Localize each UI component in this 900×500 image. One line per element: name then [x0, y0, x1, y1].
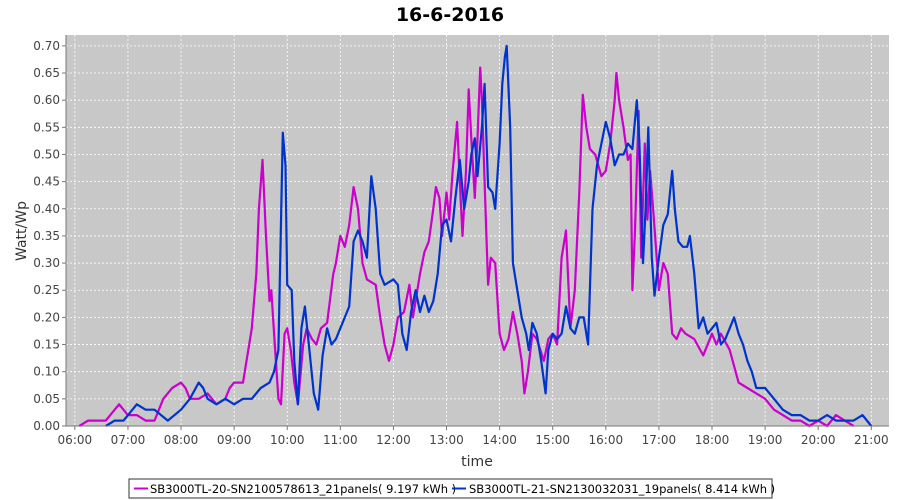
series-line-1 — [78, 66, 855, 428]
y-tick-label: 0.50 — [33, 147, 60, 161]
legend-label-series-1: SB3000TL-20-SN2100578613_21panels( 9.197… — [150, 482, 456, 496]
x-tick-label: 08:00 — [164, 433, 199, 447]
x-tick-label: 09:00 — [217, 433, 252, 447]
x-tick-label: 18:00 — [695, 433, 730, 447]
x-tick-label: 15:00 — [535, 433, 570, 447]
legend: SB3000TL-20-SN2100578613_21panels( 9.197… — [128, 478, 775, 499]
x-tick-label: 13:00 — [429, 433, 464, 447]
y-tick-label: 0.40 — [33, 202, 60, 216]
y-tick-label: 0.35 — [33, 229, 60, 243]
y-tick-label: 0.30 — [33, 256, 60, 270]
x-tick-label: 19:00 — [748, 433, 783, 447]
y-tick-label: 0.20 — [33, 310, 60, 324]
y-tick-label: 0.65 — [33, 66, 60, 80]
x-tick-label: 06:00 — [58, 433, 93, 447]
chart-title: 16-6-2016 — [396, 4, 504, 26]
x-tick-label: 16:00 — [589, 433, 624, 447]
x-tick-label: 14:00 — [482, 433, 517, 447]
legend-label-series-2: SB3000TL-21-SN2130032031_19panels( 8.414… — [469, 482, 775, 496]
x-tick-label: 07:00 — [111, 433, 146, 447]
series-lines — [78, 44, 873, 428]
x-tick-label: 10:00 — [270, 433, 305, 447]
x-tick-label: 20:00 — [801, 433, 836, 447]
series-line-2 — [105, 44, 873, 427]
legend-box — [128, 478, 773, 499]
x-tick-label: 12:00 — [376, 433, 411, 447]
y-tick-label: 0.05 — [33, 392, 60, 406]
y-tick-label: 0.45 — [33, 175, 60, 189]
y-tick-label: 0.25 — [33, 283, 60, 297]
plot-area — [66, 35, 889, 426]
y-tick-label: 0.60 — [33, 93, 60, 107]
x-tick-label: 17:00 — [642, 433, 677, 447]
x-tick-label: 21:00 — [854, 433, 889, 447]
x-axis-label: time — [461, 454, 493, 470]
x-axis-ticks: 06:00 07:00 08:00 09:00 10:00 11:00 12:00 13:00… — [58, 426, 889, 447]
y-tick-label: 0.10 — [33, 365, 60, 379]
y-axis-ticks: 0.00 0.05 0.10 0.15 0.20 0.25 0.30 0.35 0.40 0.45… — [33, 39, 66, 433]
grid-lines — [66, 35, 889, 427]
y-tick-label: 0.55 — [33, 120, 60, 134]
y-axis-label: Watt/Wp — [14, 201, 30, 261]
y-tick-label: 0.00 — [33, 419, 60, 433]
x-tick-label: 11:00 — [323, 433, 358, 447]
y-tick-label: 0.15 — [33, 338, 60, 352]
y-tick-label: 0.70 — [33, 39, 60, 53]
